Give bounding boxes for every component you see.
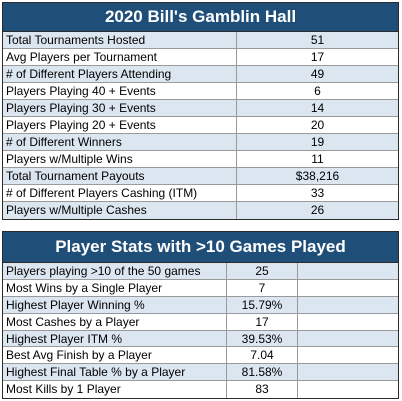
empty-cell — [298, 280, 398, 296]
row-label: Players w/Multiple Wins — [3, 151, 237, 167]
empty-cell — [298, 347, 398, 363]
row-value: 83 — [227, 381, 298, 399]
empty-cell — [298, 381, 398, 398]
row-value: 15.79% — [227, 296, 298, 313]
row-value: 26 — [310, 203, 325, 217]
season-summary-table: 2020 Bill's Gamblin Hall Total Tournamen… — [2, 2, 399, 220]
empty-cell — [298, 297, 398, 313]
row-value: 33 — [310, 186, 325, 200]
table-row: Players w/Multiple Wins 11 — [3, 151, 398, 168]
row-label: Players Playing 40 + Events — [3, 83, 237, 99]
player-stats-title: Player Stats with >10 Games Played — [3, 232, 398, 263]
table-row: Most Kills by 1 Player 83 — [3, 381, 398, 399]
table-row: Avg Players per Tournament 17 — [3, 49, 398, 66]
row-value: 25 — [227, 263, 298, 279]
row-value: 51 — [310, 33, 325, 47]
table-row: Most Cashes by a Player 17 — [3, 313, 398, 331]
row-label: Most Wins by a Single Player — [3, 279, 227, 296]
season-summary-rows: Total Tournaments Hosted 51 Avg Players pe… — [3, 32, 398, 219]
player-stats-rows: Players playing >10 of the 50 games 25 Mos… — [3, 263, 398, 399]
row-value: 20 — [310, 118, 325, 132]
row-label: Total Tournament Payouts — [3, 168, 237, 184]
table-row: Total Tournaments Hosted 51 — [3, 32, 398, 49]
row-value: 81.58% — [227, 364, 298, 381]
table-row: # of Different Winners 19 — [3, 134, 398, 151]
player-stats-table: Player Stats with >10 Games Played Playe… — [2, 231, 399, 400]
row-value: 6 — [314, 84, 321, 98]
row-value: 19 — [310, 135, 325, 149]
row-label: Players Playing 30 + Events — [3, 100, 237, 116]
table-row: Highest Player Winning % 15.79% — [3, 296, 398, 314]
row-value: 14 — [310, 101, 325, 115]
row-label: # of Different Players Cashing (ITM) — [3, 185, 237, 201]
row-value: 7 — [227, 279, 298, 296]
table-row: Players Playing 20 + Events 20 — [3, 117, 398, 134]
row-label: Avg Players per Tournament — [3, 49, 237, 65]
table-row: # of Different Players Attending 49 — [3, 66, 398, 83]
empty-cell — [298, 263, 398, 279]
table-row: Highest Player ITM % 39.53% — [3, 330, 398, 348]
row-value: 11 — [311, 152, 324, 166]
row-label: Highest Final Table % by a Player — [3, 364, 227, 381]
row-label: Players Playing 20 + Events — [3, 117, 237, 133]
row-label: # of Different Winners — [3, 134, 237, 150]
table-row: Players w/Multiple Cashes 26 — [3, 202, 398, 219]
season-summary-title: 2020 Bill's Gamblin Hall — [3, 3, 398, 32]
row-label: Most Kills by 1 Player — [3, 381, 227, 399]
row-value: 49 — [310, 67, 325, 81]
row-value: 39.53% — [227, 330, 298, 347]
row-label: Total Tournaments Hosted — [3, 32, 237, 48]
row-value: $38,216 — [295, 169, 340, 183]
row-label: Highest Player Winning % — [3, 296, 227, 313]
table-row: # of Different Players Cashing (ITM) 33 — [3, 185, 398, 202]
table-row: Best Avg Finish by a Player 7.04 — [3, 347, 398, 365]
row-label: Highest Player ITM % — [3, 330, 227, 347]
row-value: 7.04 — [227, 347, 298, 364]
table-row: Total Tournament Payouts $38,216 — [3, 168, 398, 185]
row-value: 17 — [310, 50, 325, 64]
table-row: Highest Final Table % by a Player 81.58% — [3, 364, 398, 382]
row-label: Players w/Multiple Cashes — [3, 202, 237, 219]
empty-cell — [298, 331, 398, 347]
row-label: Players playing >10 of the 50 games — [3, 263, 227, 279]
table-row: Most Wins by a Single Player 7 — [3, 279, 398, 297]
empty-cell — [298, 314, 398, 330]
empty-cell — [298, 364, 398, 380]
row-label: # of Different Players Attending — [3, 66, 237, 82]
row-label: Most Cashes by a Player — [3, 313, 227, 330]
row-label: Best Avg Finish by a Player — [3, 347, 227, 364]
table-row: Players playing >10 of the 50 games 25 — [3, 263, 398, 280]
table-row: Players Playing 30 + Events 14 — [3, 100, 398, 117]
table-row: Players Playing 40 + Events 6 — [3, 83, 398, 100]
row-value: 17 — [227, 313, 298, 330]
